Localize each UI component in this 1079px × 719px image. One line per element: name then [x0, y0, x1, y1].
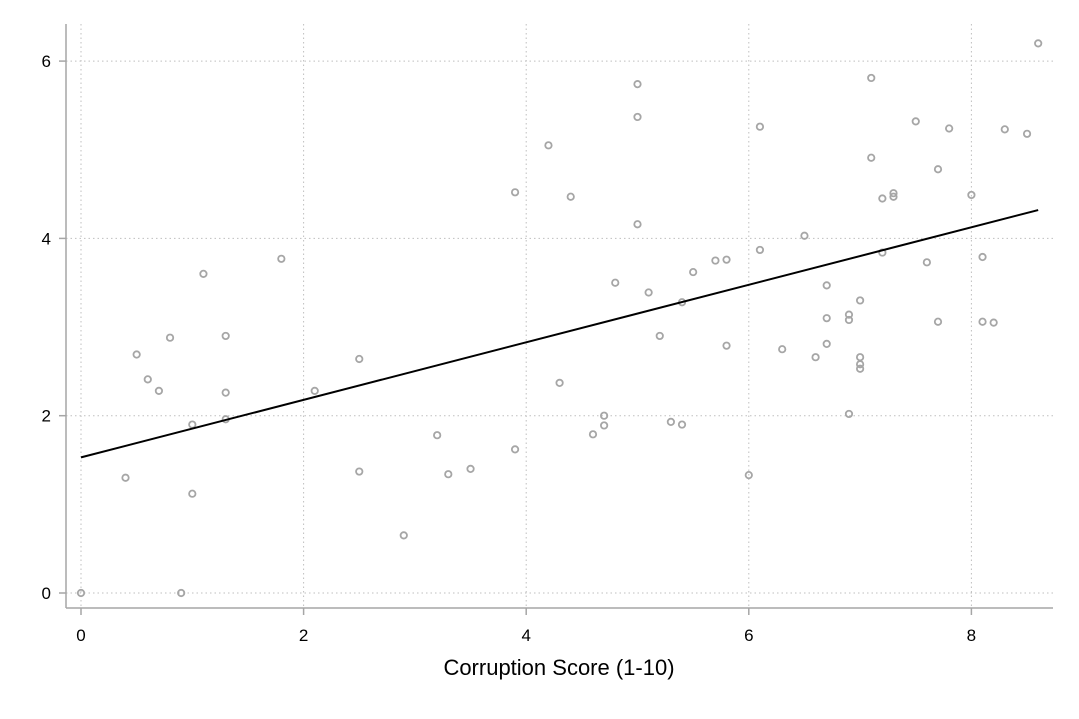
data-point-35: [666, 417, 675, 427]
data-point-57: [855, 364, 865, 373]
data-point-10: [221, 331, 230, 341]
data-point-45: [778, 345, 787, 354]
data-point-41: [722, 341, 731, 350]
data-point-25: [566, 192, 575, 201]
data-point-27: [600, 411, 609, 420]
x-tick-label-3: 6: [744, 626, 753, 645]
data-point-34: [655, 331, 664, 341]
data-point-50: [822, 339, 831, 348]
data-point-46: [800, 231, 809, 240]
data-point-37: [677, 420, 687, 429]
data-point-0: [76, 588, 86, 598]
data-point-33: [644, 288, 653, 297]
data-point-64: [911, 117, 920, 126]
data-point-39: [711, 256, 720, 265]
data-point-68: [945, 124, 954, 133]
data-point-74: [1022, 129, 1032, 138]
data-point-69: [967, 190, 976, 200]
y-tick-label-0: 0: [42, 584, 51, 603]
data-point-73: [1000, 125, 1009, 134]
data-point-42: [744, 470, 753, 480]
data-point-60: [878, 194, 887, 203]
data-point-55: [855, 353, 865, 362]
data-point-17: [399, 531, 408, 540]
data-point-54: [855, 296, 865, 305]
data-point-51: [844, 310, 854, 319]
data-point-56: [855, 360, 865, 369]
data-point-24: [555, 378, 564, 387]
data-point-30: [633, 80, 642, 89]
data-point-28: [600, 421, 609, 430]
data-point-58: [867, 73, 876, 83]
data-point-72: [989, 318, 998, 327]
data-point-67: [933, 317, 943, 326]
data-point-63: [889, 192, 898, 201]
data-point-18: [433, 431, 442, 440]
data-point-19: [444, 470, 453, 479]
data-points: [76, 39, 1043, 598]
data-point-53: [844, 409, 854, 419]
data-point-38: [689, 267, 698, 277]
data-point-71: [978, 317, 987, 326]
data-point-22: [510, 445, 520, 454]
data-point-23: [544, 141, 553, 150]
data-point-26: [588, 430, 598, 439]
data-point-11: [221, 388, 230, 397]
data-point-29: [611, 278, 620, 287]
x-tick-label-1: 2: [299, 626, 308, 645]
data-point-43: [755, 122, 765, 131]
data-point-20: [466, 464, 475, 473]
data-point-7: [188, 420, 197, 429]
data-point-65: [922, 258, 931, 267]
data-point-44: [755, 245, 765, 255]
x-tick-label-2: 4: [521, 626, 530, 645]
x-axis-title: Corruption Score (1-10): [443, 655, 674, 680]
data-point-1: [121, 473, 130, 482]
data-point-32: [633, 220, 642, 229]
data-point-75: [1034, 39, 1043, 48]
data-point-49: [822, 314, 831, 323]
x-tick-label-4: 8: [967, 626, 976, 645]
data-point-13: [277, 254, 286, 263]
fit-line: [80, 209, 1039, 459]
y-tick-label-2: 4: [42, 229, 51, 248]
data-point-9: [199, 269, 208, 278]
data-point-70: [978, 252, 987, 262]
data-point-40: [722, 255, 731, 264]
data-point-8: [188, 489, 197, 498]
data-point-14: [310, 386, 319, 395]
y-tick-label-3: 6: [42, 52, 51, 71]
data-point-2: [132, 350, 141, 359]
data-point-48: [822, 281, 831, 290]
axis-ticks: 0 2 4 6 0 2 4 6 8: [42, 52, 977, 645]
grid-lines: [66, 24, 1053, 608]
data-point-52: [844, 315, 854, 325]
data-point-47: [811, 353, 820, 362]
data-point-66: [933, 165, 943, 174]
data-point-62: [889, 189, 898, 198]
x-tick-label-0: 0: [76, 626, 85, 645]
y-tick-label-1: 2: [42, 407, 51, 426]
data-point-3: [143, 375, 152, 384]
data-point-31: [633, 112, 642, 122]
data-point-5: [165, 333, 175, 342]
data-point-15: [355, 354, 364, 364]
data-point-16: [355, 467, 364, 476]
data-point-4: [154, 386, 164, 395]
data-point-59: [867, 153, 876, 162]
data-point-21: [510, 188, 520, 197]
data-point-6: [177, 588, 186, 598]
